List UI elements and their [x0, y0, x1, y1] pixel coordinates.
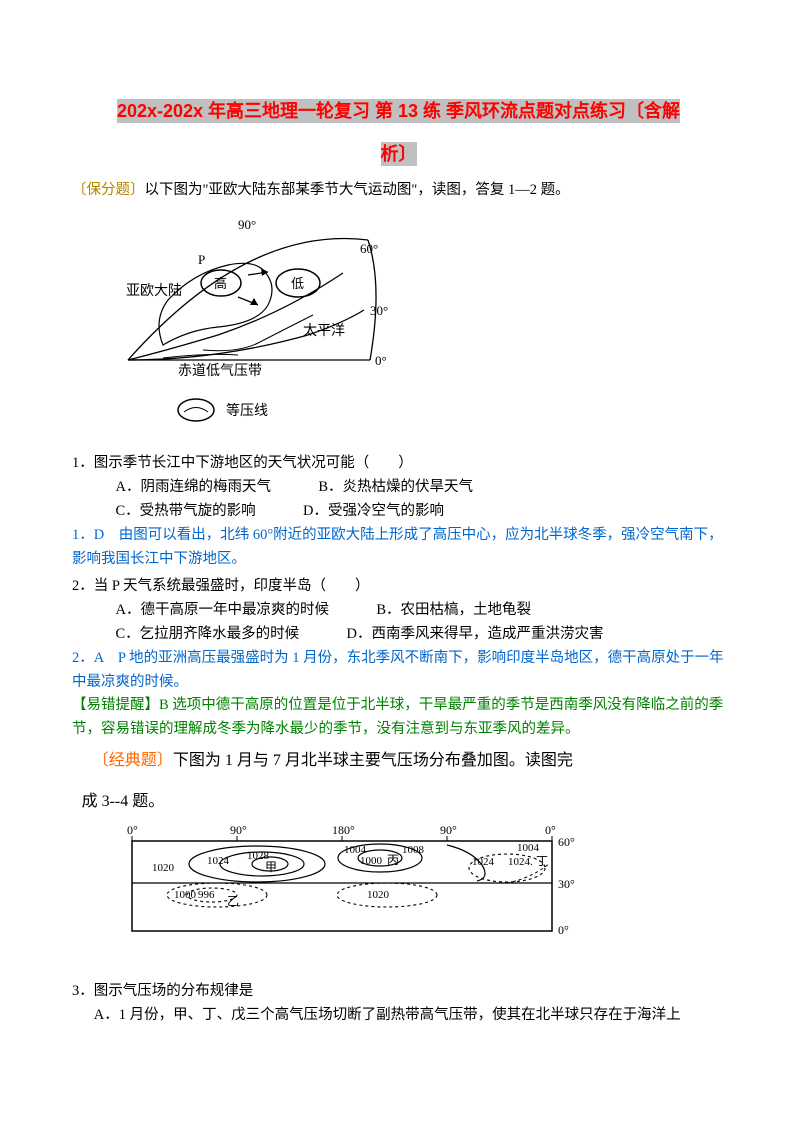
svg-text:30°: 30°: [370, 303, 388, 318]
svg-text:90°: 90°: [440, 823, 457, 837]
section2-line1: 〔经典题〕下图为 1 月与 7 月北半球主要气压场分布叠加图。读图完: [72, 748, 725, 774]
svg-text:90°: 90°: [238, 217, 256, 232]
svg-text:1000: 1000: [174, 889, 197, 901]
q2-answer: 2．A P 地的亚洲高压最强盛时为 1 月份，东北季风不断南下，影响印度半岛地区…: [72, 647, 725, 695]
svg-text:1024: 1024: [472, 856, 495, 868]
svg-text:赤道低气压带: 赤道低气压带: [178, 363, 262, 379]
svg-text:丙: 丙: [387, 853, 399, 867]
title-line2: 析〕: [381, 142, 417, 166]
q1-a: A．阴雨连绵的梅雨天气: [94, 476, 271, 500]
section2-text: 下图为 1 月与 7 月北半球主要气压场分布叠加图。读图完: [173, 752, 573, 769]
q2-stem: 2．当 P 天气系统最强盛时，印度半岛（ ）: [72, 575, 725, 599]
q2-opts-ab: A．德干高原一年中最凉爽的时候 B．农田枯槁，土地龟裂: [72, 599, 725, 623]
q1-c: C．受热带气旋的影响: [94, 500, 256, 524]
q2-a: A．德干高原一年中最凉爽的时候: [94, 599, 329, 623]
intro-text: 以下图为"亚欧大陆东部某季节大气运动图"，读图，答复 1—2 题。: [145, 182, 570, 198]
svg-text:90°: 90°: [230, 823, 247, 837]
svg-text:太平洋: 太平洋: [303, 323, 345, 339]
svg-text:1020: 1020: [152, 862, 175, 874]
svg-text:1008: 1008: [402, 844, 425, 856]
svg-text:60°: 60°: [558, 835, 575, 849]
svg-text:0°: 0°: [558, 923, 569, 937]
q1-opts-ab: A．阴雨连绵的梅雨天气 B．炎热枯燥的伏旱天气: [72, 476, 725, 500]
svg-text:996: 996: [198, 889, 215, 901]
svg-text:等压线: 等压线: [226, 402, 268, 419]
svg-text:180°: 180°: [332, 823, 355, 837]
diagram-2: 0° 90° 180° 90° 0° 60° 30° 0° 1020 1024 …: [112, 823, 725, 954]
q1-b: B．炎热枯燥的伏旱天气: [297, 476, 473, 500]
svg-text:0°: 0°: [545, 823, 556, 837]
q1-stem: 1．图示季节长江中下游地区的天气状况可能（ ）: [72, 452, 725, 476]
intro: 〔保分题〕以下图为"亚欧大陆东部某季节大气运动图"，读图，答复 1—2 题。: [72, 179, 725, 203]
page-title: 202x-202x 年高三地理一轮复习 第 13 练 季风环流点题对点练习〔含解…: [72, 90, 725, 176]
q1-opts-cd: C．受热带气旋的影响 D．受强冷空气的影响: [72, 500, 725, 524]
svg-text:丁: 丁: [536, 854, 548, 868]
svg-text:1024: 1024: [207, 855, 230, 867]
diagram-1: 90° 60° 30° 0° P 高 低 亚欧大陆 太平洋 赤道低气压带 等压线: [108, 215, 725, 444]
title-line1: 202x-202x 年高三地理一轮复习 第 13 练 季风环流点题对点练习〔含解: [117, 99, 680, 123]
q2-b: B．农田枯槁，土地龟裂: [355, 599, 531, 623]
svg-text:1024.: 1024.: [508, 856, 533, 868]
q2-opts-cd: C．乞拉朋齐降水最多的时候 D．西南季风来得早，造成严重洪涝灾害: [72, 623, 725, 647]
svg-text:60°: 60°: [360, 241, 378, 256]
svg-text:30°: 30°: [558, 877, 575, 891]
q1-d: D．受强冷空气的影响: [281, 500, 444, 524]
svg-text:低: 低: [291, 276, 304, 291]
q2-c: C．乞拉朋齐降水最多的时候: [94, 623, 299, 647]
svg-text:高: 高: [214, 276, 227, 291]
svg-text:1000: 1000: [360, 855, 383, 867]
section2-line2: 成 3--4 题。: [72, 789, 725, 815]
intro-label: 〔保分题〕: [72, 182, 145, 198]
q1-answer: 1．D 由图可以看出，北纬 60°附近的亚欧大陆上形成了高压中心，应为北半球冬季…: [72, 524, 725, 572]
q3-stem: 3．图示气压场的分布规律是: [72, 980, 725, 1004]
q3-a: A．1 月份，甲、丁、戊三个高气压场切断了副热带高气压带，使其在北半球只存在于海…: [72, 1004, 725, 1028]
svg-text:P: P: [198, 252, 205, 267]
section2-label: 〔经典题〕: [93, 752, 173, 769]
svg-text:1020: 1020: [367, 889, 390, 901]
svg-text:甲: 甲: [265, 860, 277, 874]
q2-d: D．西南季风来得早，造成严重洪涝灾害: [325, 623, 604, 647]
svg-text:1004: 1004: [517, 842, 540, 854]
svg-text:亚欧大陆: 亚欧大陆: [126, 283, 182, 299]
q2-tip: 【易错提醒】B 选项中德干高原的位置是位于北半球，干旱最严重的季节是西南季风没有…: [72, 694, 725, 742]
svg-text:乙: 乙: [227, 894, 239, 908]
svg-text:0°: 0°: [127, 823, 138, 837]
svg-text:0°: 0°: [375, 353, 387, 368]
